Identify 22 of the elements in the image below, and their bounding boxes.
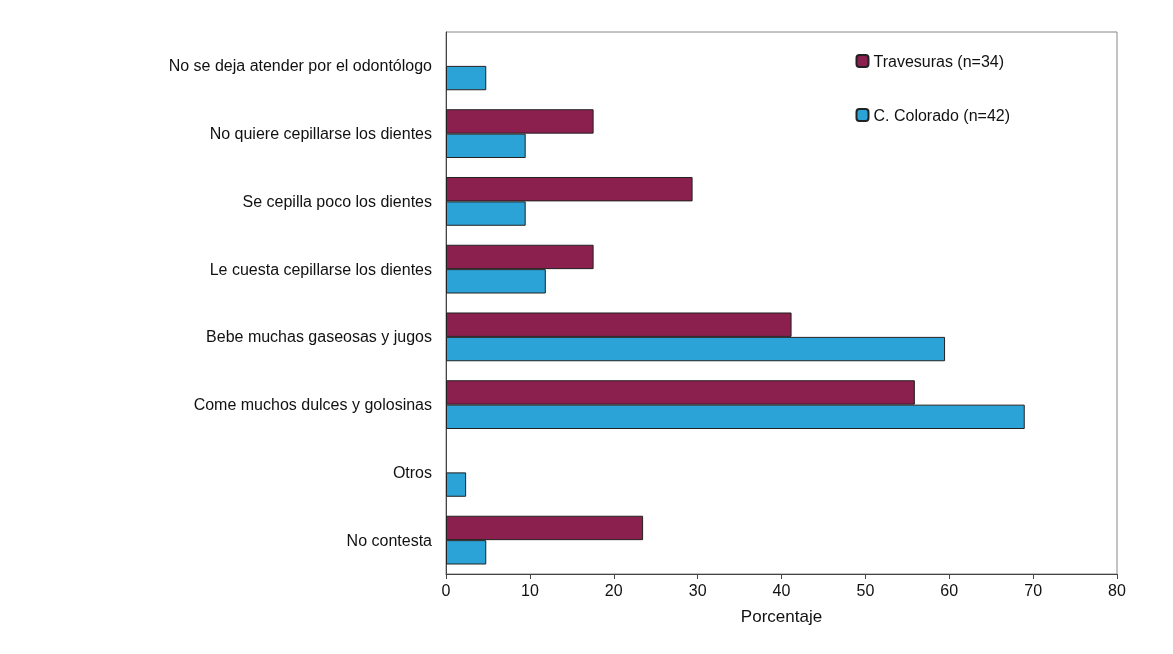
x-tick-label: 80 <box>1108 581 1126 599</box>
x-tick-label: 0 <box>441 581 451 599</box>
x-tick-label: 60 <box>940 581 959 599</box>
x-tick-label: 20 <box>604 581 623 599</box>
bar <box>446 65 487 91</box>
x-tick-label: 70 <box>1024 581 1043 599</box>
x-tick-label: 50 <box>856 581 875 599</box>
y-tick-label: Le cuesta cepillarse los dientes <box>209 260 432 278</box>
y-tick-label: Se cepilla poco los dientes <box>242 192 432 210</box>
legend-label: C. Colorado (n=42) <box>873 106 1010 124</box>
y-tick-label: Bebe muchas gaseosas y jugos <box>206 328 432 346</box>
y-tick-label: Otros <box>392 463 432 481</box>
x-tick-label: 10 <box>520 581 539 599</box>
x-tick-label: 30 <box>688 581 707 599</box>
x-tick-label: 40 <box>772 581 791 599</box>
y-tick-label: No se deja atender por el odontólogo <box>168 57 433 75</box>
bar <box>446 472 467 497</box>
x-axis-title: Porcentaje <box>740 607 823 626</box>
y-tick-label: Come muchos dulces y golosinas <box>193 396 432 414</box>
y-tick-label: No quiere cepillarse los dientes <box>209 125 432 143</box>
y-tick-label: No contesta <box>346 531 433 549</box>
legend-label: Travesuras (n=34) <box>873 52 1005 70</box>
